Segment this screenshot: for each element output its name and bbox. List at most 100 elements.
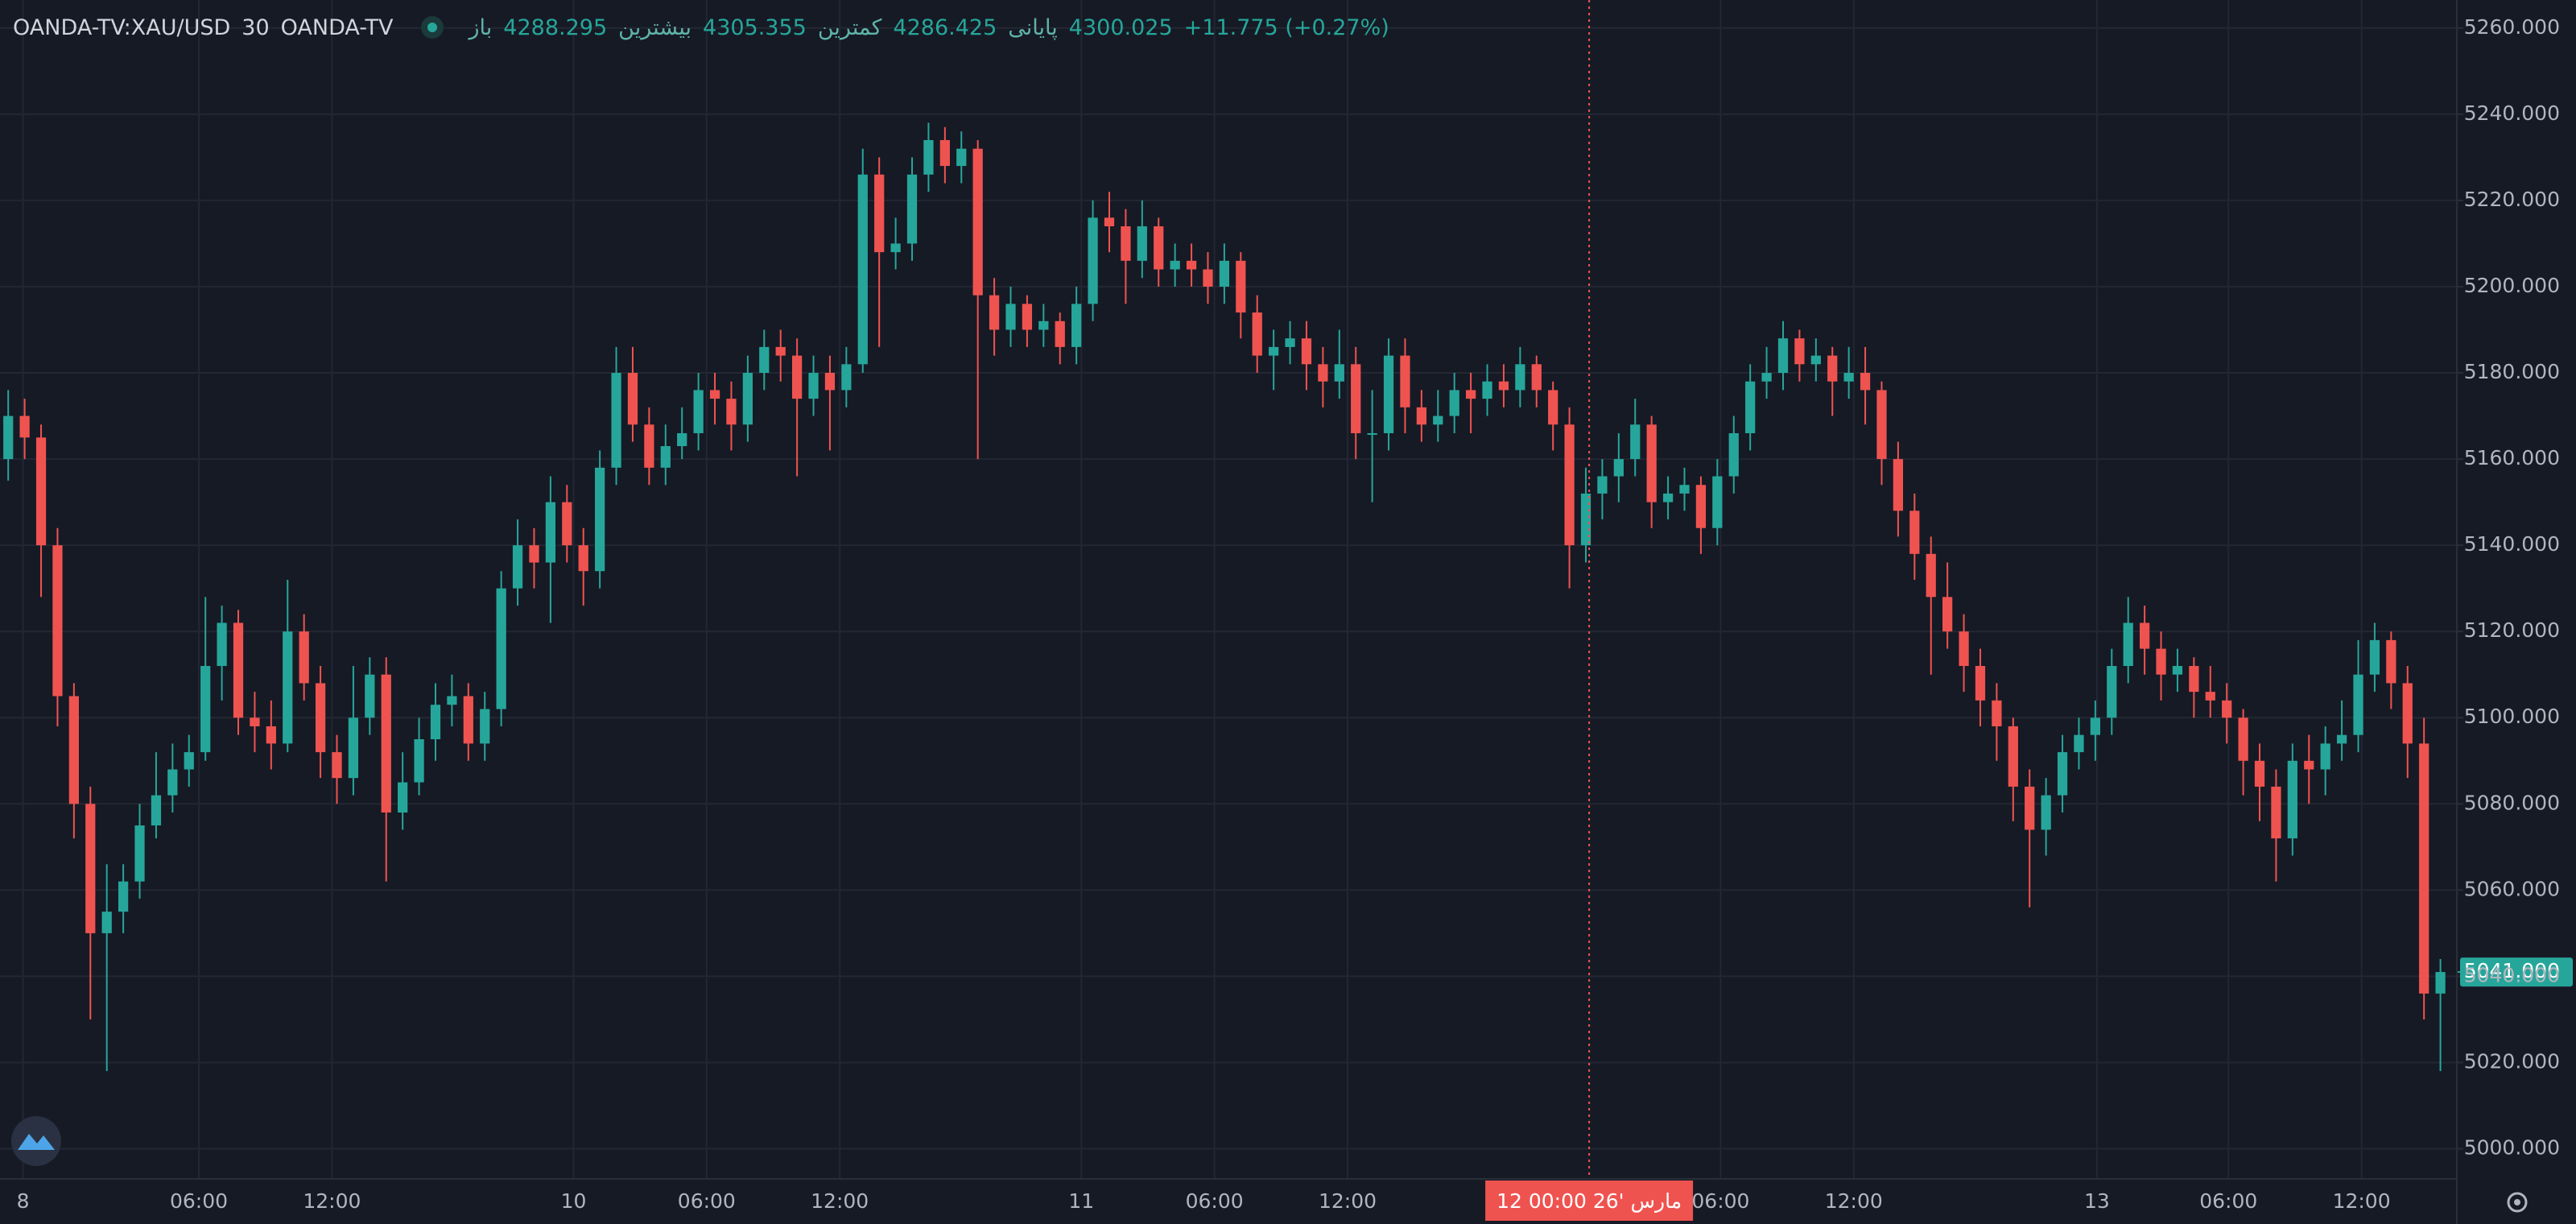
candle-body [1383, 355, 1394, 433]
status-dot-inner [427, 23, 437, 32]
candle-body [1137, 226, 1147, 261]
candle-body [923, 139, 934, 175]
gear-ring[interactable] [2507, 1192, 2528, 1213]
low-label: کمترین [817, 14, 882, 40]
candle-body [1564, 424, 1575, 546]
candle-body [365, 674, 375, 718]
logo[interactable] [11, 1116, 61, 1166]
candle-body [529, 545, 539, 563]
y-tick-label: 5120.000 [2464, 618, 2560, 642]
candle-body [1613, 459, 1624, 477]
candle-body [496, 588, 506, 709]
candle-body [1482, 381, 1492, 399]
candle-body [2090, 717, 2101, 735]
candle-body [266, 726, 276, 744]
candle-body [2369, 639, 2380, 675]
candles [3, 122, 2446, 1072]
candle-body [2205, 692, 2215, 701]
candle-body [1400, 355, 1410, 407]
candle-body [2304, 760, 2314, 770]
candle-body [1712, 476, 1723, 528]
y-tick-label: 5040.000 [2464, 963, 2560, 986]
candle-body [2386, 639, 2396, 684]
candle-body [611, 373, 621, 468]
candle-body [2107, 666, 2117, 718]
candle-body [2156, 648, 2166, 675]
candle-body [1071, 304, 1082, 347]
y-tick-label: 5000.000 [2464, 1136, 2560, 1160]
candle-body [1334, 364, 1344, 382]
y-tick-label: 5020.000 [2464, 1049, 2560, 1073]
logo-mark[interactable] [18, 1134, 55, 1150]
y-tick-label: 5200.000 [2464, 274, 2560, 297]
candle-body [299, 631, 309, 684]
candle-body [1876, 390, 1887, 460]
candle-body [2435, 972, 2446, 994]
candle-body [1810, 355, 1821, 365]
candle-body [1827, 355, 1838, 382]
symbol[interactable]: OANDA-TV:XAU/USD [13, 14, 231, 40]
change: +11.775 (+0.27%) [1183, 14, 1389, 40]
candle-body [874, 174, 885, 253]
candle-body [85, 804, 96, 933]
candle-body [578, 545, 588, 572]
y-tick-label: 5220.000 [2464, 188, 2560, 211]
candle-body [1580, 493, 1591, 546]
candle-body [1531, 364, 1542, 391]
candle-body [1433, 416, 1443, 425]
candle-body [1154, 226, 1164, 270]
candle-body [1909, 511, 1920, 554]
x-tick-label: 11 [1068, 1189, 1094, 1213]
candle-body [512, 545, 523, 589]
candle-body [1269, 346, 1279, 356]
candle-body [2402, 683, 2413, 744]
candle-body [1038, 320, 1049, 330]
candle-body [480, 709, 490, 744]
candle-body [2074, 734, 2084, 753]
y-tick-label: 5260.000 [2464, 15, 2560, 39]
candle-body [1121, 226, 1131, 261]
candle-body [134, 825, 145, 882]
candle-body [1992, 700, 2002, 726]
candle-body [939, 139, 950, 167]
open-label: باز [469, 14, 493, 40]
candle-body [660, 446, 671, 468]
y-tick-label: 5160.000 [2464, 446, 2560, 469]
x-tick-label: 8 [17, 1189, 30, 1213]
y-tick-label: 5060.000 [2464, 877, 2560, 900]
candle-body [1548, 390, 1558, 425]
candle-body [1745, 381, 1756, 433]
candle-body [2189, 666, 2199, 693]
candle-body [184, 752, 194, 770]
candle-body [775, 346, 786, 356]
logo-circle[interactable] [11, 1116, 61, 1166]
interval[interactable]: 30 [242, 14, 270, 40]
candle-body [118, 881, 129, 912]
low-value: 4286.425 [893, 14, 997, 40]
candle-body [2271, 786, 2281, 839]
settings-icon[interactable] [2507, 1192, 2528, 1213]
candle-body [1926, 553, 1936, 598]
y-tick-label: 5100.000 [2464, 705, 2560, 728]
candle-body [989, 295, 1000, 330]
candle-body [463, 696, 473, 744]
candle-body [1942, 597, 1953, 632]
candle-body [2336, 734, 2347, 744]
gear-center[interactable] [2514, 1199, 2520, 1205]
candle-body [1005, 304, 1016, 330]
overlay: 12 مارس '26 00:00 5041.000 [1485, 0, 2573, 1221]
candle-body [1794, 338, 1805, 365]
candle-body [956, 148, 967, 167]
candle-body [1252, 312, 1262, 356]
candle-body [693, 390, 704, 433]
candle-body [1761, 373, 1772, 382]
crosshair-label: 12 مارس '26 00:00 [1496, 1189, 1682, 1213]
candle-body [35, 437, 47, 546]
last-price-label: 5041.000 [2464, 959, 2560, 982]
y-tick-label: 5140.000 [2464, 532, 2560, 556]
candle-body [1285, 338, 1295, 347]
high-value: 4305.355 [703, 14, 807, 40]
candle-body [250, 717, 260, 726]
last-price-bg [2460, 957, 2573, 987]
